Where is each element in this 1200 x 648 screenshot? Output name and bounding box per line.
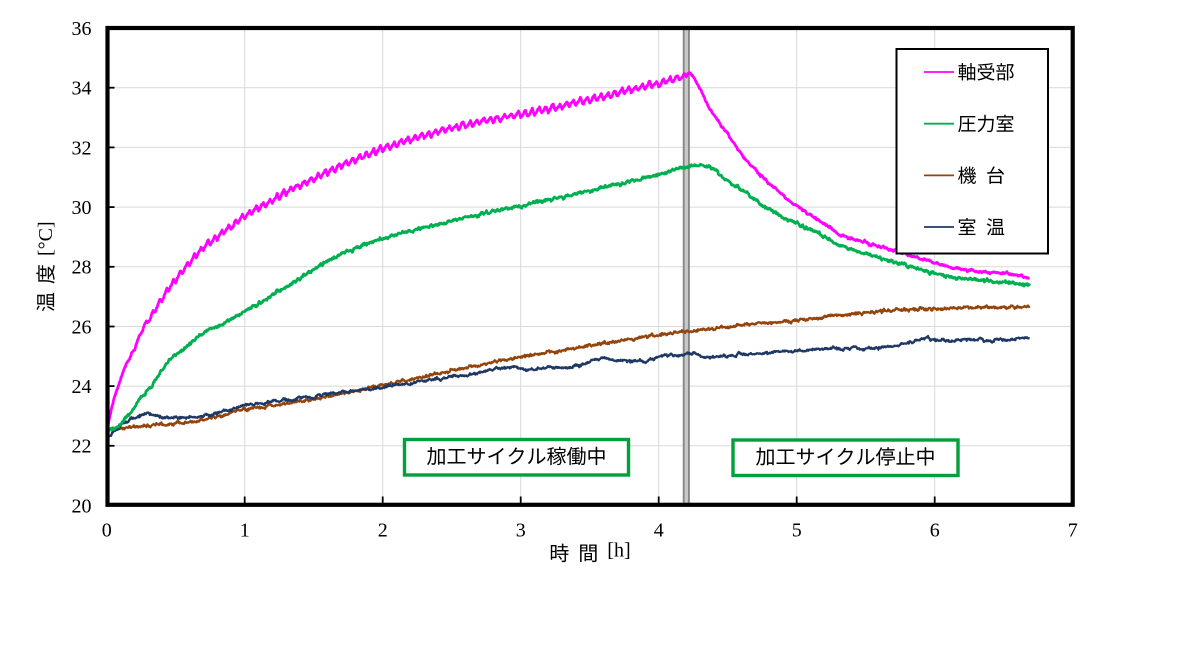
- svg-text:6: 6: [930, 520, 940, 542]
- svg-text:28: 28: [72, 257, 92, 279]
- svg-text:32: 32: [72, 137, 92, 159]
- svg-text:36: 36: [72, 18, 92, 40]
- svg-text:4: 4: [654, 520, 664, 542]
- svg-text:[°C]: [°C]: [35, 221, 57, 256]
- svg-text:30: 30: [72, 197, 92, 219]
- svg-text:1: 1: [240, 520, 250, 542]
- svg-text:7: 7: [1068, 520, 1078, 542]
- svg-text:22: 22: [72, 436, 92, 458]
- svg-text:2: 2: [378, 520, 388, 542]
- svg-text:[h]: [h]: [607, 540, 630, 562]
- svg-text:5: 5: [792, 520, 802, 542]
- svg-text:24: 24: [72, 376, 92, 398]
- svg-text:20: 20: [72, 495, 92, 517]
- svg-text:3: 3: [516, 520, 526, 542]
- svg-text:0: 0: [102, 520, 112, 542]
- svg-text:34: 34: [72, 78, 92, 100]
- svg-text:26: 26: [72, 316, 92, 338]
